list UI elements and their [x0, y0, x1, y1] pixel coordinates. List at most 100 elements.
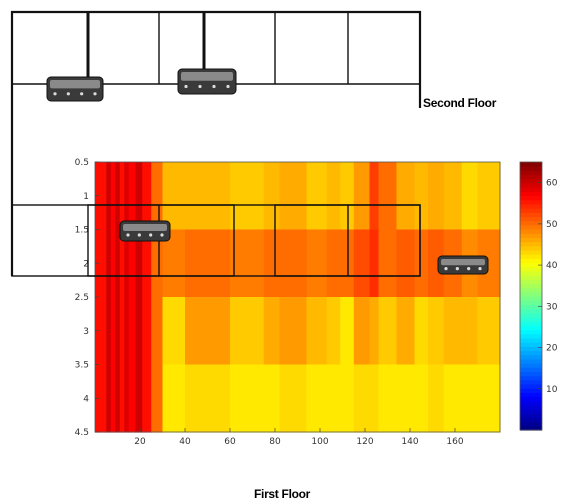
- colorbar-band: [520, 413, 542, 419]
- colorbar-band: [520, 291, 542, 297]
- sensor-led: [455, 267, 459, 271]
- colorbar-band: [520, 400, 542, 406]
- heatmap-cell-r1-c6: [128, 229, 137, 298]
- heatmap-cell-r3-c11: [185, 364, 231, 433]
- heatmap-cell-r1-c7: [135, 229, 143, 298]
- colorbar-tick-label: 30: [546, 302, 558, 312]
- colorbar-band: [520, 254, 542, 259]
- heatmap-cell-r1-c3: [115, 229, 121, 298]
- sensor-led: [212, 84, 216, 89]
- heatmap-cell-r2-c5: [124, 297, 130, 366]
- colorbar-tick-label: 50: [546, 220, 558, 230]
- colorbar-band: [520, 342, 542, 347]
- heatmap-cell-r3-c23: [428, 364, 445, 433]
- heatmap-cell-r3-c6: [128, 364, 137, 433]
- heatmap-cell-r3-c18: [353, 364, 371, 433]
- colorbar-band: [520, 283, 542, 289]
- heatmap-cell-r2-c16: [326, 297, 341, 366]
- colorbar-band: [520, 375, 542, 381]
- colorbar-band: [520, 187, 542, 192]
- sensor-led: [467, 267, 471, 271]
- colorbar-band: [520, 229, 542, 234]
- colorbar-band: [520, 316, 542, 322]
- heatmap-cell-r3-c7: [135, 364, 143, 433]
- heatmap-cell-r0-c9: [151, 162, 164, 231]
- heatmap-cell-r3-c5: [124, 364, 130, 433]
- heatmap-cell-r3-c2: [110, 364, 116, 433]
- y-tick-label: 0.5: [75, 158, 89, 168]
- x-tick-label: 160: [446, 437, 463, 447]
- heatmap-cell-r0-c22: [414, 162, 429, 231]
- heatmap-cell-r0-c21: [396, 162, 416, 231]
- colorbar-band: [520, 358, 542, 364]
- colorbar-band: [520, 308, 542, 314]
- colorbar-tick-label: 40: [546, 261, 558, 271]
- heatmap-cell-r1-c21: [396, 229, 416, 298]
- y-tick-label: 2: [83, 259, 89, 269]
- heatmap-cell-r3-c16: [326, 364, 341, 433]
- colorbar-band: [520, 363, 542, 368]
- sensor-device: [177, 68, 237, 95]
- heatmap-cell-r1-c14: [279, 229, 308, 298]
- colorbar-band: [520, 300, 542, 305]
- colorbar-band: [520, 199, 542, 205]
- colorbar-band: [520, 371, 542, 377]
- x-tick-label: 120: [356, 437, 373, 447]
- sensor-led: [444, 267, 448, 271]
- heatmap-cell-r0-c12: [230, 162, 265, 231]
- heatmap-cell-r3-c17: [340, 364, 355, 433]
- colorbar-band: [520, 321, 542, 326]
- heatmap-cell-r2-c23: [428, 297, 445, 366]
- heatmap-cell-r2-c6: [128, 297, 137, 366]
- y-tick-label: 4: [83, 394, 89, 404]
- heatmap-cell-r1-c22: [414, 229, 429, 298]
- heatmap-cell-r1-c18: [353, 229, 371, 298]
- heatmap-cell-r2-c15: [306, 297, 328, 366]
- heatmap-cell-r2-c20: [378, 297, 398, 366]
- heatmap-cell-r3-c0: [95, 364, 107, 433]
- heatmap-cell-r1-c23: [428, 229, 445, 298]
- y-tick-label: 1: [83, 192, 89, 202]
- sensor-led: [149, 233, 153, 237]
- sensor-led: [66, 92, 70, 96]
- colorbar-band: [520, 275, 542, 280]
- heatmap-cell-r2-c11: [185, 297, 231, 366]
- heatmap-cell-r0-c14: [279, 162, 308, 231]
- colorbar-band: [520, 392, 542, 398]
- colorbar-band: [520, 270, 542, 276]
- heatmap-cell-r1-c2: [110, 229, 116, 298]
- heatmap-cell-r0-c25: [461, 162, 479, 231]
- heatmap-cell-r0-c7: [135, 162, 143, 231]
- heatmap-cell-r3-c9: [151, 364, 164, 433]
- heatmap-cell-r0-c13: [263, 162, 281, 231]
- colorbar-band: [520, 333, 542, 339]
- heatmap-cell-r0-c24: [443, 162, 463, 231]
- colorbar-band: [520, 396, 542, 402]
- sensor-led: [53, 92, 57, 96]
- y-tick-label: 1.5: [75, 226, 89, 236]
- colorbar-tick-label: 20: [546, 344, 558, 354]
- heatmap-cell-r0-c16: [326, 162, 341, 231]
- heatmap-cell-r2-c18: [353, 297, 371, 366]
- heatmap-cell-r3-c13: [263, 364, 281, 433]
- sensor-top-panel: [181, 72, 233, 81]
- y-tick-label: 3: [83, 327, 89, 337]
- colorbar-band: [520, 245, 542, 251]
- sensor-led: [93, 92, 97, 96]
- heatmap-cell-r2-c26: [477, 297, 501, 366]
- heatmap-cell-r0-c23: [428, 162, 445, 231]
- colorbar-band: [520, 312, 542, 318]
- colorbar-band: [520, 296, 542, 301]
- sensor-top-panel: [50, 80, 100, 89]
- heatmap-cell-r1-c8: [142, 229, 152, 298]
- heatmap-cell-r1-c9: [151, 229, 164, 298]
- x-tick-label: 140: [401, 437, 418, 447]
- heatmap-cell-r2-c4: [119, 297, 125, 366]
- heatmap-cell-r0-c26: [477, 162, 501, 231]
- sensor-led: [478, 267, 482, 271]
- colorbar-band: [520, 162, 542, 167]
- floor-plans: [10, 10, 489, 277]
- heatmap-cell-r1-c12: [230, 229, 265, 298]
- heatmap-cell-r1-c19: [369, 229, 380, 298]
- x-tick-label: 80: [269, 437, 281, 447]
